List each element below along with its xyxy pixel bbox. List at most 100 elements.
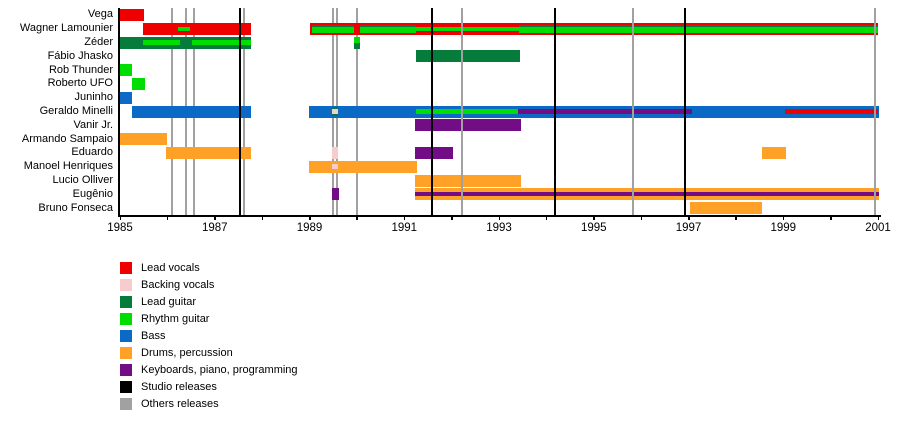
timeline-bar-segment [120,91,132,104]
member-label: Lucio Olliver [52,174,113,186]
x-axis-tick [214,216,216,220]
legend-label: Others releases [141,398,219,410]
member-label: Vanir Jr. [73,118,113,131]
release-line-other [632,8,635,215]
timeline-bar-segment [415,174,521,187]
timeline-bar-segment [415,146,454,159]
legend-swatch-blue [120,330,132,342]
timeline-bar-segment [142,40,181,46]
x-axis-tick [782,216,785,220]
timeline-bar-segment [331,164,338,170]
member-label: Bruno Fonseca [38,201,113,214]
timeline-bar-segment [131,77,145,90]
member-label: Eduardo [71,146,113,159]
timeline-bar-segment [120,64,132,77]
x-axis-tick-label: 1995 [580,222,607,234]
x-axis-tick-label: 1991 [391,222,418,234]
member-label: Roberto UFO [47,77,113,90]
timeline-bar-segment [518,26,878,33]
legend-label: Lead vocals [141,262,200,274]
legend-swatch-red [120,262,132,274]
x-axis-tick [498,216,500,220]
timeline-bar-segment [192,40,252,46]
x-axis-tick [119,216,121,220]
timeline-bar-segment [177,26,190,31]
x-axis-tick [830,216,832,220]
timeline-bar-segment [120,133,168,146]
timeline-bar-segment [416,109,518,115]
x-axis-tick-label: 1987 [201,222,228,234]
timeline-bar-segment [354,36,361,43]
legend-swatch-black [120,381,132,393]
member-label: Manoel Henriques [23,160,113,173]
x-axis-tick-label: 1989 [296,222,323,234]
x-axis-tick-label: 1993 [486,222,512,234]
x-axis-tick-label: 1999 [770,222,797,234]
release-line-studio [431,8,434,215]
member-label: Vega [87,8,113,21]
legend-swatch-orange [120,347,132,359]
x-axis-tick [688,216,690,220]
legend-label: Studio releases [141,381,217,393]
timeline-bar-segment [517,109,692,115]
x-axis-tick [403,216,406,220]
release-line-studio [684,8,687,215]
x-axis-tick [261,216,264,220]
x-axis-tick-label: 2001 [865,222,891,234]
timeline-bar-segment [331,106,338,110]
legend-swatch-green [120,313,132,325]
member-label: Zéder [84,36,113,48]
member-label: Eugênio [72,187,113,200]
legend-swatch-purple [120,364,132,376]
x-axis-tick-label: 1997 [675,222,702,234]
timeline-bar-segment [354,42,361,49]
release-line-studio [238,8,241,215]
x-axis-tick [593,216,595,220]
legend-swatch-pink [120,279,132,291]
release-line-other [461,8,464,215]
x-axis-tick [640,216,643,220]
timeline-bar-segment [416,50,520,63]
member-label: Geraldo Minelli [39,105,113,117]
member-label: Rob Thunder [48,63,113,76]
timeline-bar-segment [331,114,338,117]
legend-label: Keyboards, piano, programming [141,364,298,376]
timeline-bar-segment [415,119,521,132]
timeline-bar-segment [312,24,355,27]
y-axis-line [118,8,120,216]
x-axis-tick [309,216,311,220]
legend-label: Lead guitar [141,296,197,308]
timeline-bar-segment [309,160,418,173]
release-line-other [874,8,877,215]
x-axis-tick [545,216,548,220]
timeline-bar-segment [331,146,338,159]
legend-swatch-gray [120,398,132,410]
timeline-bar-segment [360,26,417,33]
timeline-bar-segment [689,202,762,215]
legend-label: Backing vocals [141,279,215,291]
x-axis-tick [735,216,737,220]
member-label: Wagner Lamounier [19,22,113,35]
timeline-bar-segment [166,146,252,159]
timeline-bar-segment [312,26,355,33]
x-axis-tick [877,216,879,220]
x-axis-tick [166,216,169,220]
timeline-bar-segment [331,188,339,201]
release-line-studio [553,8,556,215]
timeline-bar-segment [120,8,144,21]
x-axis-tick [356,216,358,220]
timeline-bar-segment [784,109,878,115]
legend-swatch-dgreen [120,296,132,308]
timeline-bar-segment [360,24,417,27]
legend-label: Bass [141,330,166,342]
timeline-bar-segment [120,36,252,49]
member-label: Juninho [74,91,113,104]
timeline-bar-segment [131,105,252,118]
legend-label: Rhythm guitar [141,313,210,325]
timeline-bar-segment [415,192,879,197]
timeline-bar-segment [518,24,878,27]
timeline-bar-segment [331,109,338,115]
legend-label: Drums, percussion [141,347,233,359]
x-axis-line [118,215,881,217]
